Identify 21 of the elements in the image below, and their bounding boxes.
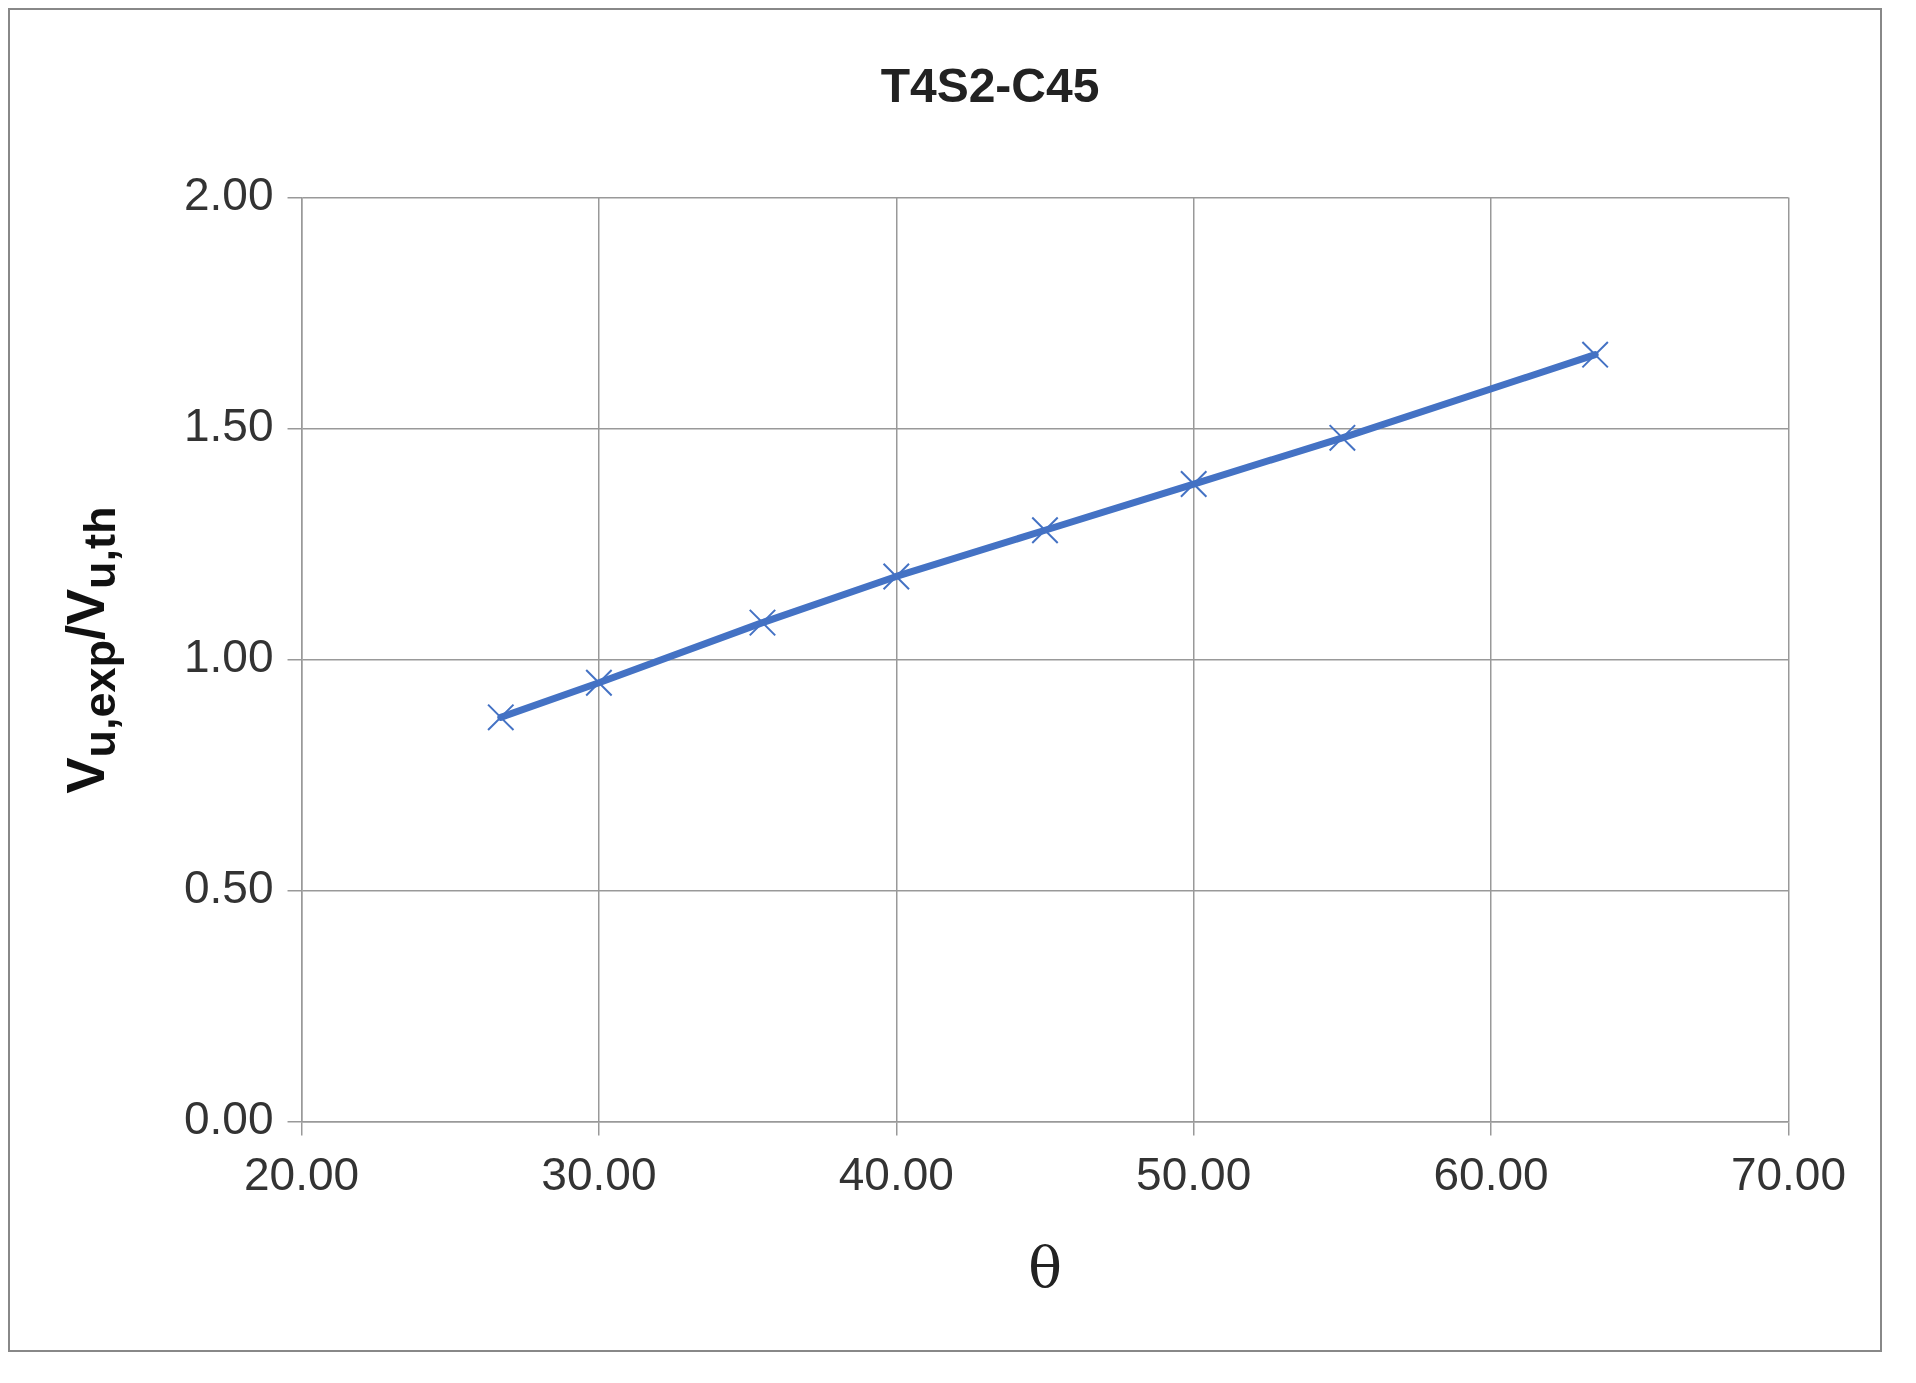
x-tick-label: 70.00: [1730, 1147, 1847, 1200]
x-tick-label: 50.00: [1136, 1147, 1252, 1200]
y-tick-label: 2.00: [184, 168, 274, 221]
x-tick-label: 60.00: [1433, 1147, 1549, 1200]
y-tick-label: 0.00: [184, 1092, 274, 1145]
point: [1581, 340, 1609, 369]
point: [882, 562, 911, 591]
point: [1031, 516, 1059, 544]
point: [1179, 470, 1208, 498]
x-tick-label: 20.00: [243, 1147, 360, 1200]
y-tick-label: 1.50: [184, 399, 274, 452]
x-axis-title: θ: [1028, 1234, 1062, 1300]
point: [748, 608, 777, 637]
y-tick-label: 1.00: [184, 630, 274, 683]
point: [585, 668, 613, 697]
point: [1328, 424, 1357, 452]
chart-title: T4S2-C45: [880, 59, 1100, 113]
x-tick-label: 40.00: [838, 1147, 954, 1200]
y-tick-label: 0.50: [184, 861, 274, 914]
point: [487, 703, 515, 732]
x-tick-label: 30.00: [541, 1147, 657, 1200]
